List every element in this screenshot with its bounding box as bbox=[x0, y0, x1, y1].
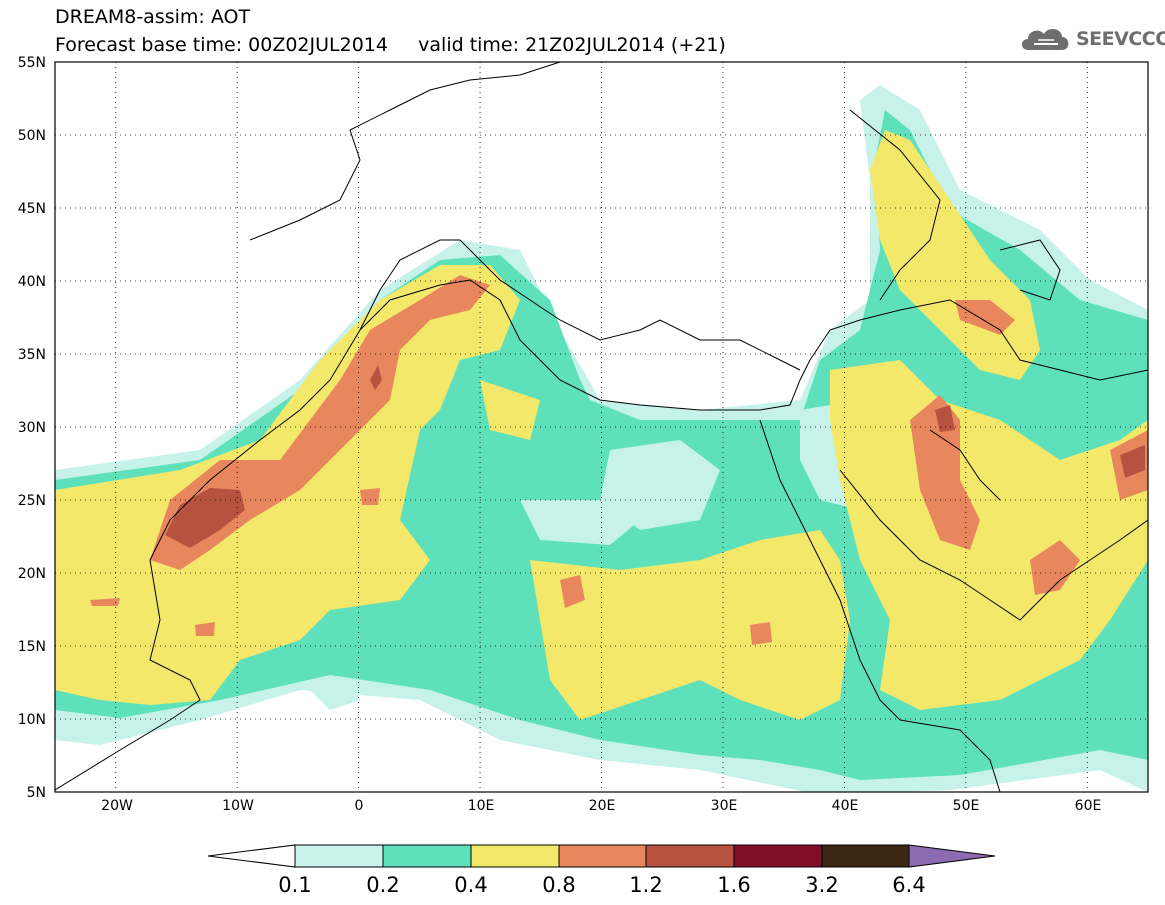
seevccc-logo: SEEVCCC bbox=[1018, 22, 1165, 56]
colorbar-swatch-0.4 bbox=[470, 844, 560, 868]
colorbar-label: 0.8 bbox=[542, 873, 576, 897]
lat-label: 25N bbox=[17, 493, 46, 509]
colorbar-label: 1.2 bbox=[629, 873, 663, 897]
colorbar-label: 6.4 bbox=[892, 873, 926, 897]
lon-label: 40E bbox=[831, 798, 859, 814]
lon-label: 10E bbox=[467, 798, 495, 814]
lat-label: 20N bbox=[17, 566, 46, 582]
colorbar-swatch-0.8 bbox=[558, 844, 647, 868]
lat-label: 40N bbox=[17, 274, 46, 290]
lon-label: 50E bbox=[952, 798, 980, 814]
lon-label: 0 bbox=[354, 798, 364, 814]
map-subtitle: Forecast base time: 00Z02JUL2014 valid t… bbox=[55, 34, 726, 56]
colorbar-swatch-below bbox=[207, 844, 296, 868]
aot-band-1.2 bbox=[165, 365, 1145, 548]
colorbar-label: 3.2 bbox=[805, 873, 839, 897]
colorbar-swatch-0.2 bbox=[382, 844, 472, 868]
lat-label: 50N bbox=[17, 128, 46, 144]
lat-label: 15N bbox=[17, 639, 46, 655]
colorbar-label: 1.6 bbox=[717, 873, 751, 897]
aot-band-0.2 bbox=[55, 110, 1148, 780]
lat-label: 45N bbox=[17, 201, 46, 217]
lon-label: 20W bbox=[101, 798, 133, 814]
lon-label: 20E bbox=[588, 798, 616, 814]
map-frame bbox=[54, 61, 1149, 793]
colorbar-swatch-3.2 bbox=[821, 844, 910, 868]
colorbar-label: 0.2 bbox=[366, 873, 400, 897]
lon-label: 30E bbox=[710, 798, 738, 814]
logo-text: SEEVCCC bbox=[1076, 28, 1165, 50]
colorbar-label: 0.1 bbox=[278, 873, 312, 897]
lon-label: 60E bbox=[1074, 798, 1102, 814]
colorbar-swatch-above bbox=[908, 844, 996, 868]
lat-label: 5N bbox=[26, 785, 46, 801]
lon-label: 10W bbox=[222, 798, 254, 814]
cloud-icon bbox=[1022, 28, 1069, 50]
lat-label: 55N bbox=[17, 55, 46, 71]
lat-label: 35N bbox=[17, 347, 46, 363]
lat-label: 10N bbox=[17, 712, 46, 728]
graticule bbox=[55, 62, 1148, 792]
colorbar-label: 0.4 bbox=[454, 873, 488, 897]
lat-label: 30N bbox=[17, 420, 46, 436]
colorbar-swatch-0.1 bbox=[294, 844, 384, 868]
coastlines bbox=[55, 62, 1148, 792]
colorbar-swatch-1.6 bbox=[733, 844, 823, 868]
colorbar-swatch-1.2 bbox=[645, 844, 735, 868]
aot-field bbox=[55, 85, 1148, 792]
colorbar bbox=[207, 844, 996, 868]
map-title: DREAM8-assim: AOT bbox=[55, 6, 251, 28]
